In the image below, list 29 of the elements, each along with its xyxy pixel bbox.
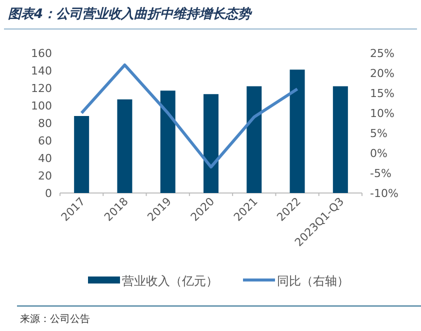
y2-tick-label: 0% — [370, 147, 388, 160]
y2-tick-label: -5% — [370, 167, 392, 180]
legend-label: 营业收入（亿元） — [122, 274, 218, 288]
y-tick-label: 0 — [45, 187, 52, 200]
bar — [290, 70, 305, 193]
y-tick-label: 20 — [38, 170, 52, 182]
bar — [332, 86, 348, 193]
y-tick-label: 60 — [38, 134, 52, 148]
y-tick-label: 160 — [31, 47, 52, 60]
bar — [74, 116, 90, 193]
y-tick-label: 100 — [31, 100, 52, 112]
y2-tick-label: 25% — [370, 47, 394, 60]
y-tick-label: 40 — [38, 152, 52, 165]
bar — [204, 94, 218, 193]
y2-tick-label: 5% — [370, 127, 388, 140]
chart-title: 图表4：公司营业收入曲折中维持增长态势 — [8, 6, 254, 22]
y2-tick-label: -10% — [370, 187, 398, 200]
source-note: 来源：公司公告 — [20, 313, 90, 325]
bar — [246, 86, 262, 193]
y-tick-label: 120 — [31, 82, 52, 95]
y2-tick-label: 15% — [370, 87, 394, 100]
y-tick-label: 140 — [31, 64, 52, 78]
y-tick-label: 80 — [38, 117, 52, 130]
bar — [160, 90, 176, 193]
bar — [117, 99, 132, 193]
line-series — [80, 64, 299, 168]
legend-label: 同比（右轴） — [277, 274, 349, 288]
y2-tick-label: 20% — [370, 67, 394, 80]
y2-tick-label: 10% — [370, 107, 394, 120]
